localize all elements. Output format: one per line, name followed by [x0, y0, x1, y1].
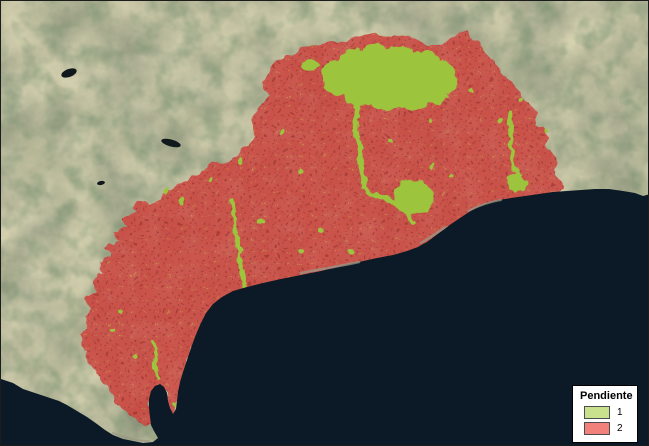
- legend-item: 1: [584, 406, 637, 419]
- legend-swatch-class1: [584, 406, 610, 419]
- reservoirs: [61, 68, 181, 186]
- legend-label-class1: 1: [617, 407, 623, 418]
- slope-raster-class1-patches: [109, 43, 548, 407]
- legend-label-class2: 2: [617, 423, 623, 434]
- coastal-beach-strips: [112, 199, 502, 442]
- legend-item: 2: [584, 422, 637, 435]
- legend-title: Pendiente: [580, 390, 633, 402]
- sea-region: [1, 189, 648, 445]
- legend-box: Pendiente 1 2: [572, 385, 638, 443]
- legend-swatch-class2: [584, 422, 610, 435]
